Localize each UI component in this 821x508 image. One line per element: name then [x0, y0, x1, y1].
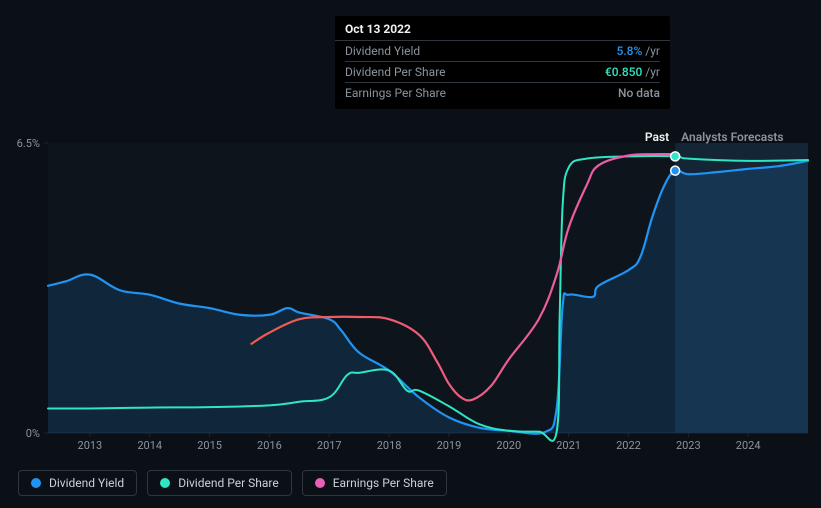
x-axis-label: 2014: [137, 439, 162, 452]
x-axis-label: 2016: [257, 439, 282, 452]
tooltip-row: Dividend Per Share €0.850 /yr: [335, 62, 670, 82]
legend-dot-icon: [31, 478, 41, 488]
y-axis-label: 0%: [26, 427, 40, 440]
tooltip-key: Dividend Per Share: [345, 65, 446, 79]
legend-dot-icon: [160, 478, 170, 488]
legend-label: Dividend Yield: [49, 476, 124, 490]
legend-dot-icon: [315, 478, 325, 488]
marker-yield: [671, 166, 680, 175]
x-axis-label: 2023: [676, 439, 701, 452]
x-axis-label: 2013: [78, 439, 103, 452]
tooltip-row: Earnings Per Share No data: [335, 83, 670, 103]
x-axis-label: 2019: [437, 439, 462, 452]
x-axis-label: 2020: [496, 439, 521, 452]
tooltip-key: Dividend Yield: [345, 44, 420, 58]
x-axis-label: 2021: [556, 439, 581, 452]
forecast-label: Analysts Forecasts: [681, 130, 783, 144]
tooltip-row: Dividend Yield 5.8% /yr: [335, 41, 670, 61]
y-axis-label: 6.5%: [17, 137, 40, 150]
legend-label: Earnings Per Share: [333, 476, 434, 490]
x-axis-label: 2015: [197, 439, 222, 452]
tooltip-key: Earnings Per Share: [345, 86, 446, 100]
dividend-chart: 0% 6.5% 2013 2014 2015 2016 2017 2018 2019 2020 20…: [0, 0, 821, 508]
past-label: Past: [645, 130, 669, 144]
tooltip-rows: Dividend Yield 5.8% /yr Dividend Per Share…: [335, 41, 670, 109]
legend-item[interactable]: Dividend Yield: [18, 470, 137, 496]
marker-dps: [671, 152, 680, 161]
chart-legend: Dividend Yield Dividend Per Share Earnings…: [18, 470, 447, 496]
legend-item[interactable]: Earnings Per Share: [302, 470, 447, 496]
legend-item[interactable]: Dividend Per Share: [147, 470, 292, 496]
tooltip-value: No data: [618, 86, 660, 100]
tooltip-title: Oct 13 2022: [335, 16, 670, 41]
tooltip-value: 5.8% /yr: [617, 44, 660, 58]
x-axis-label: 2018: [377, 439, 402, 452]
x-axis-label: 2017: [317, 439, 342, 452]
chart-tooltip: Oct 13 2022 Dividend Yield5.8% /yrDivide…: [335, 16, 670, 109]
x-axis-label: 2024: [736, 439, 761, 452]
x-axis-label: 2022: [616, 439, 641, 452]
tooltip-value: €0.850 /yr: [605, 65, 660, 79]
legend-label: Dividend Per Share: [178, 476, 279, 490]
